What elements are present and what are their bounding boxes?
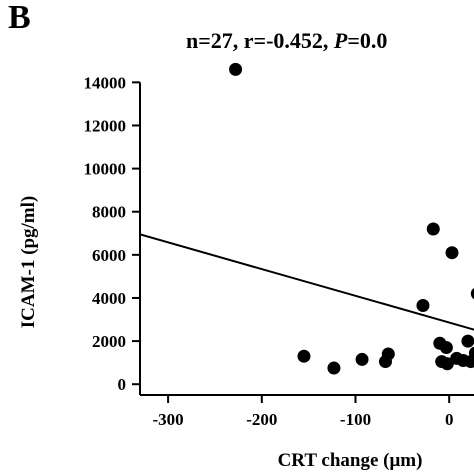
x-tick-label: -100	[340, 410, 371, 429]
x-axis-label: CRT change (μm)	[278, 450, 423, 471]
x-tick-label: -200	[246, 410, 277, 429]
y-tick-label: 6000	[92, 246, 126, 265]
data-point	[445, 246, 459, 260]
data-point	[433, 336, 447, 350]
regression-line	[140, 233, 474, 331]
title-part: P	[333, 28, 348, 53]
data-point	[461, 334, 474, 348]
y-tick-label: 0	[118, 375, 127, 394]
y-axis: 0 2000 4000 6000 8000 10000 12000 14000	[84, 73, 141, 395]
chart-title: n=27, r=-0.452, P=0.0	[186, 28, 387, 53]
data-point	[297, 349, 311, 363]
panel-label: B	[8, 0, 31, 36]
y-tick-label: 4000	[92, 289, 126, 308]
data-point	[468, 346, 474, 360]
y-tick-label: 8000	[92, 203, 126, 222]
title-part: =0.0	[347, 28, 387, 53]
y-tick-label: 2000	[92, 332, 126, 351]
data-point	[381, 347, 395, 361]
data-point	[355, 352, 369, 366]
y-tick-label: 14000	[84, 73, 127, 92]
x-axis: -300-200-1000100	[140, 394, 474, 429]
y-axis-label: ICAM-1 (pg/ml)	[18, 196, 39, 328]
data-point	[470, 288, 474, 300]
title-part: n=27, r=-0.452,	[186, 28, 334, 53]
y-tick-label: 12000	[84, 116, 127, 135]
y-tick-label: 10000	[84, 160, 127, 179]
x-tick-label: -300	[153, 410, 184, 429]
data-point	[416, 299, 430, 313]
data-point	[229, 62, 243, 76]
plot-area	[140, 62, 474, 375]
data-point	[327, 361, 341, 375]
data-point	[456, 354, 470, 367]
data-point	[426, 222, 440, 236]
x-tick-label: 0	[445, 410, 454, 429]
